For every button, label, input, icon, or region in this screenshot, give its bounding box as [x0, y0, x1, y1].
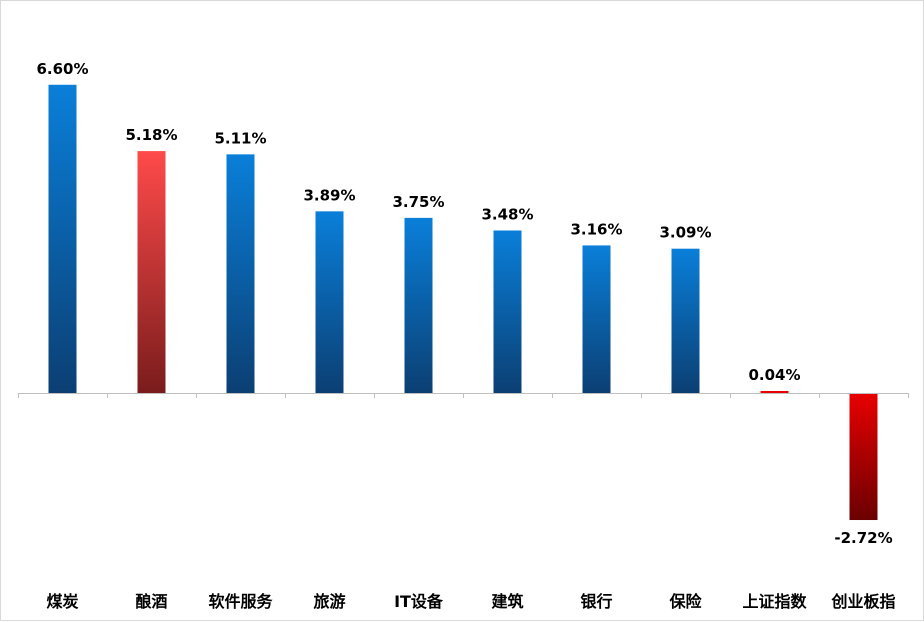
bar — [404, 217, 433, 393]
value-label: -2.72% — [834, 529, 892, 547]
value-label: 5.11% — [214, 129, 266, 147]
category-label: 煤炭 — [46, 592, 78, 611]
value-label: 0.04% — [748, 366, 800, 384]
value-label: 5.18% — [125, 126, 177, 144]
bar — [493, 230, 522, 393]
value-label: 3.75% — [392, 193, 444, 211]
bar — [760, 391, 789, 393]
bar — [226, 154, 255, 393]
value-label: 3.48% — [481, 205, 533, 223]
category-label: 旅游 — [313, 592, 345, 611]
bar — [582, 245, 611, 393]
category-label: 酿酒 — [135, 592, 167, 611]
category-label: IT设备 — [394, 592, 444, 611]
value-label: 6.60% — [36, 60, 88, 78]
value-label: 3.09% — [659, 224, 711, 242]
bar — [671, 248, 700, 393]
bars-group — [48, 84, 878, 521]
category-label: 软件服务 — [208, 592, 273, 611]
category-labels: 煤炭 酿酒 软件服务 旅游 IT设备 建筑 银行 保险 上证指数 创业板指 — [46, 592, 895, 611]
category-label: 上证指数 — [742, 592, 807, 611]
bar — [849, 393, 878, 521]
category-label: 银行 — [580, 592, 612, 611]
category-label: 保险 — [668, 592, 702, 611]
value-labels: 6.60% 5.18% 5.11% 3.89% 3.75% 3.48% 3.16% 3.09%… — [36, 60, 892, 547]
category-label: 创业板指 — [830, 592, 895, 611]
bar — [315, 211, 344, 393]
value-label: 3.89% — [303, 186, 355, 204]
value-label: 3.16% — [570, 220, 622, 238]
bar — [48, 84, 77, 393]
bar — [137, 151, 166, 393]
category-label: 建筑 — [491, 592, 523, 611]
x-axis — [18, 393, 909, 398]
